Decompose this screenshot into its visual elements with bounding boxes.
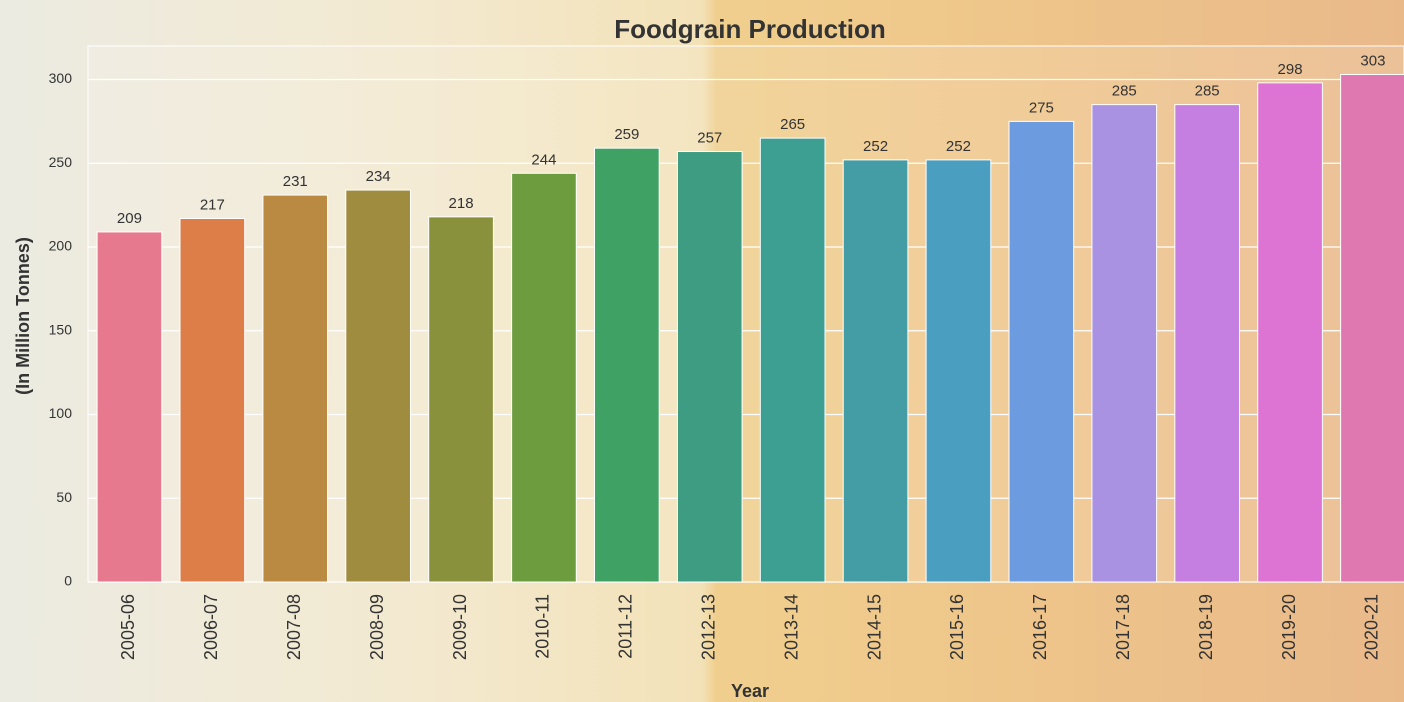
- x-tick-label: 2020-21: [1362, 594, 1382, 660]
- y-tick-label: 300: [49, 70, 73, 86]
- value-label: 234: [366, 168, 391, 185]
- bar: [1341, 74, 1404, 582]
- bar: [677, 152, 742, 582]
- value-label: 257: [697, 129, 722, 146]
- y-axis-label: (In Million Tonnes): [13, 237, 33, 395]
- bar: [1258, 83, 1323, 582]
- x-tick-label: 2009-10: [450, 594, 470, 660]
- y-tick-label: 250: [49, 154, 73, 170]
- x-tick-label: 2015-16: [947, 594, 967, 660]
- value-label: 231: [283, 173, 308, 190]
- bar: [843, 160, 908, 582]
- value-label: 244: [531, 151, 556, 168]
- x-tick-label: 2005-06: [118, 594, 138, 660]
- x-tick-label: 2017-18: [1113, 594, 1133, 660]
- x-tick-label: 2019-20: [1279, 594, 1299, 660]
- bar: [512, 173, 577, 582]
- value-label: 217: [200, 196, 225, 213]
- y-tick-label: 0: [64, 573, 72, 589]
- value-label: 285: [1195, 83, 1220, 100]
- x-tick-label: 2013-14: [781, 594, 801, 660]
- y-tick-label: 100: [49, 405, 73, 421]
- value-label: 209: [117, 210, 142, 227]
- value-label: 252: [946, 138, 971, 155]
- bar: [1092, 105, 1157, 582]
- bar: [429, 217, 494, 582]
- bar: [346, 190, 411, 582]
- bar: [1175, 105, 1240, 582]
- x-tick-label: 2011-12: [616, 594, 636, 659]
- x-tick-label: 2012-13: [699, 594, 719, 660]
- x-tick-label: 2010-11: [533, 594, 553, 659]
- value-label: 218: [449, 195, 474, 212]
- bar: [595, 148, 660, 582]
- value-label: 298: [1278, 61, 1303, 78]
- bar: [1009, 121, 1074, 582]
- value-label: 285: [1112, 83, 1137, 100]
- value-label: 265: [780, 116, 805, 133]
- page: Foodgrain Production Year (In Million To…: [0, 0, 1404, 702]
- bar: [180, 219, 245, 582]
- bar: [97, 232, 162, 582]
- y-tick-label: 200: [49, 238, 73, 254]
- y-tick-label: 150: [49, 321, 73, 337]
- value-label: 303: [1360, 52, 1385, 69]
- chart-title: Foodgrain Production: [614, 14, 886, 44]
- bar: [263, 195, 328, 582]
- x-tick-label: 2014-15: [864, 594, 884, 660]
- x-tick-label: 2007-08: [284, 594, 304, 660]
- x-axis-label: Year: [731, 681, 769, 701]
- value-label: 275: [1029, 99, 1054, 116]
- y-tick-label: 50: [56, 489, 72, 505]
- value-label: 259: [614, 126, 639, 143]
- x-tick-label: 2006-07: [201, 594, 221, 660]
- x-tick-label: 2016-17: [1030, 594, 1050, 660]
- bar: [926, 160, 991, 582]
- x-tick-label: 2008-09: [367, 594, 387, 660]
- value-label: 252: [863, 138, 888, 155]
- bar: [760, 138, 825, 582]
- chart: Foodgrain Production Year (In Million To…: [0, 0, 1404, 702]
- x-tick-label: 2018-19: [1196, 594, 1216, 660]
